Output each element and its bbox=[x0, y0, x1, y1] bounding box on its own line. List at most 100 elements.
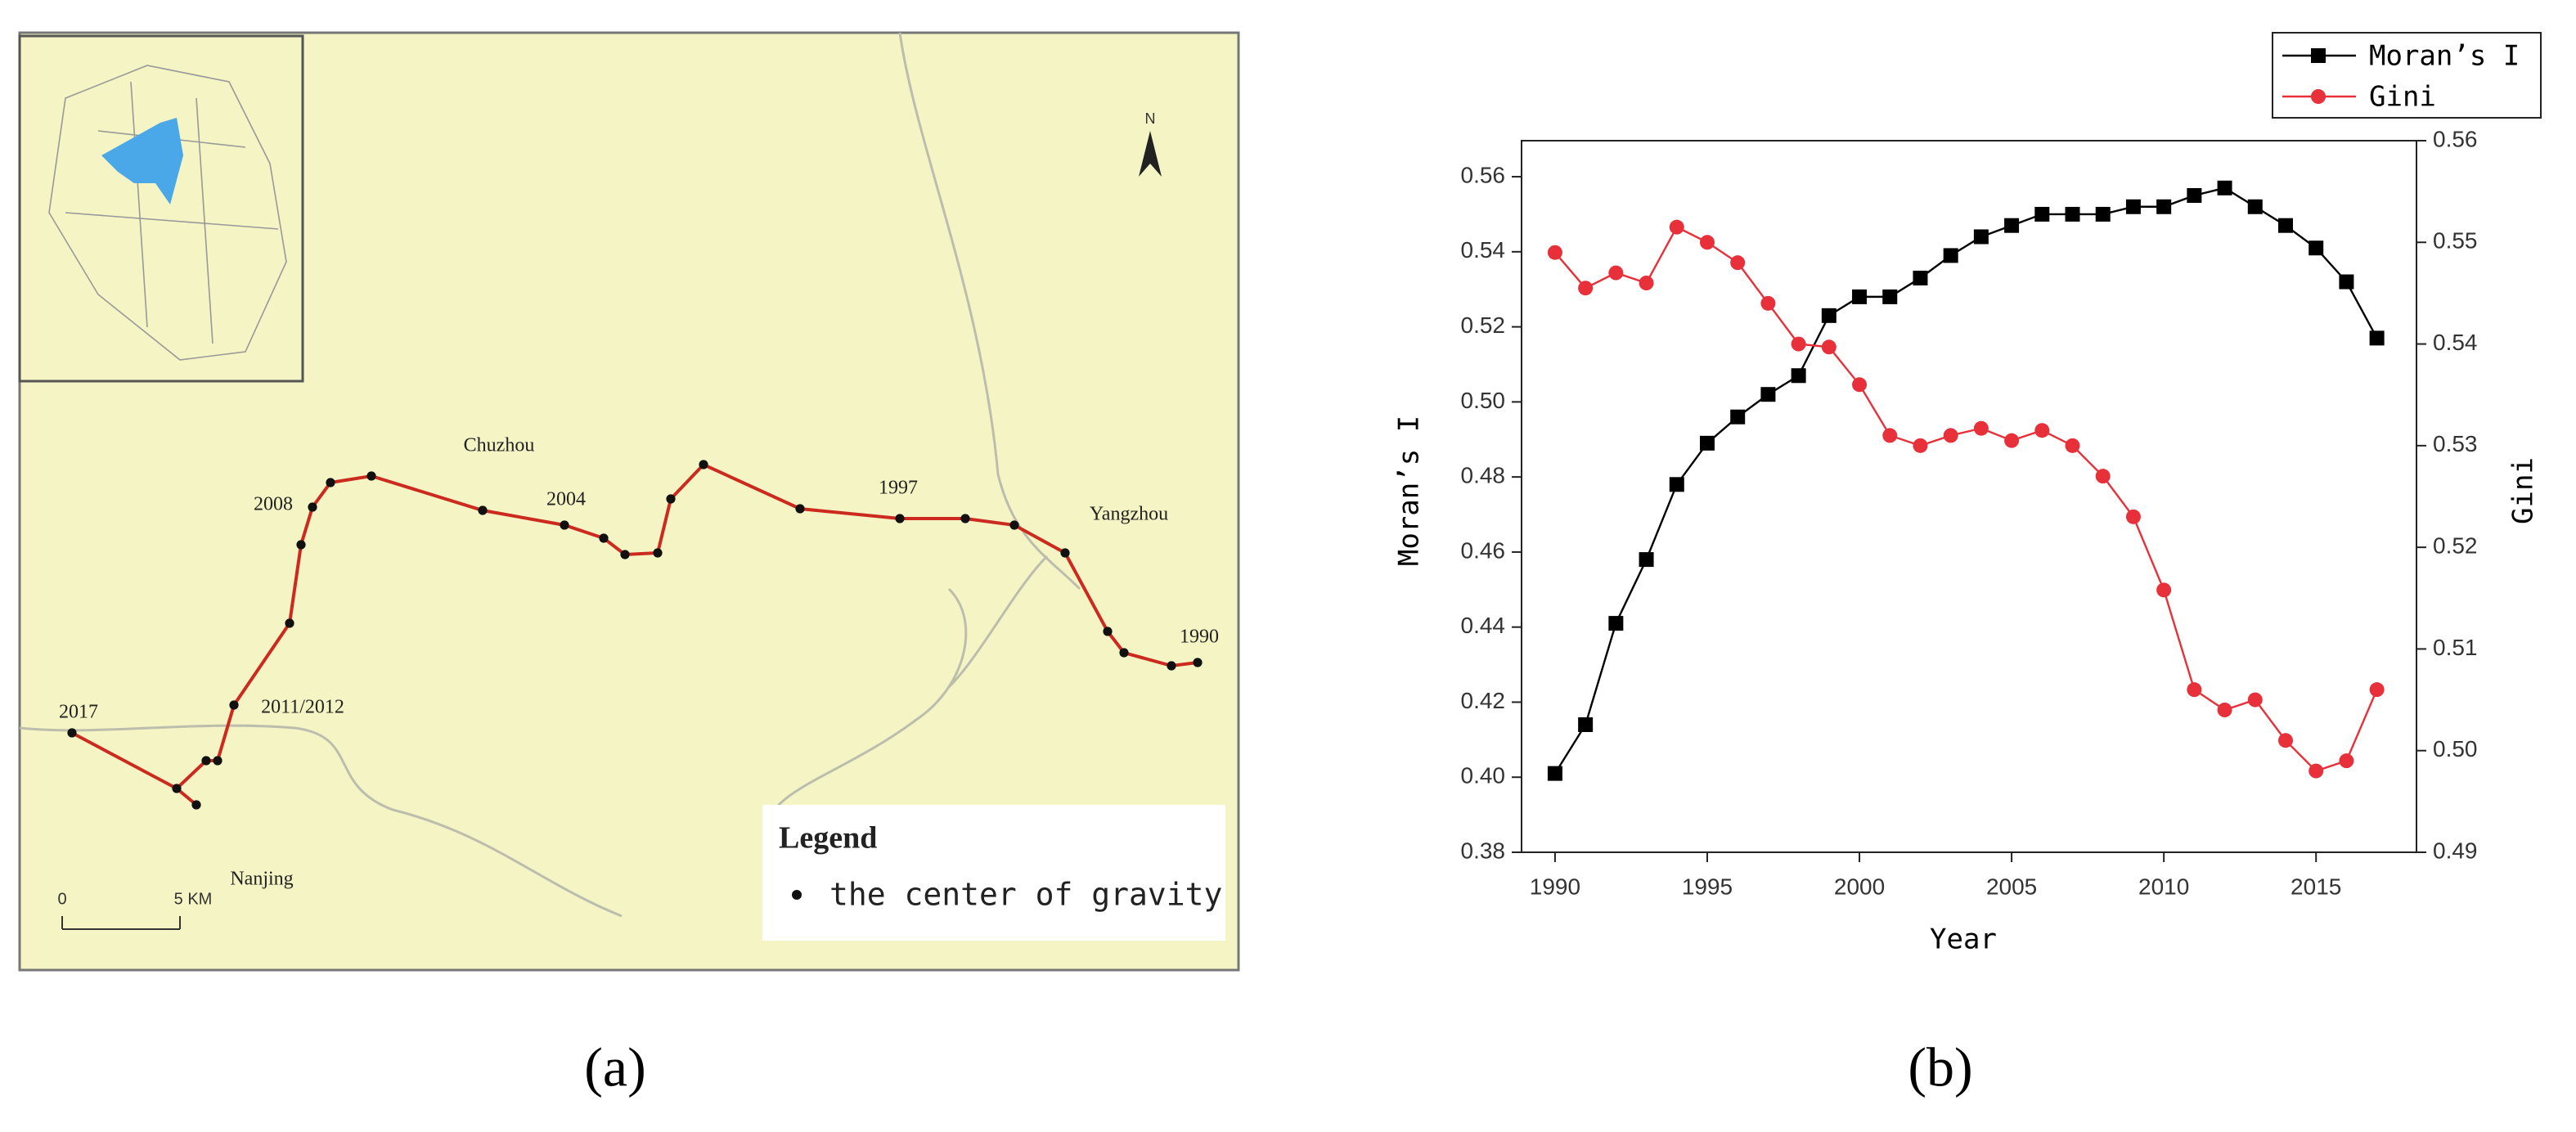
year-label: 2004 bbox=[546, 489, 586, 510]
data-point bbox=[1730, 409, 1746, 424]
legend-marker bbox=[2311, 89, 2326, 104]
y-tick-label: 0.48 bbox=[1461, 463, 1506, 488]
panel-caption: (b) bbox=[1908, 1036, 1972, 1098]
x-tick-label: 1995 bbox=[1682, 874, 1733, 899]
y2-tick-label: 0.54 bbox=[2433, 330, 2478, 355]
x-axis-label: Year bbox=[1930, 923, 1997, 956]
data-point bbox=[2369, 682, 2385, 698]
plot-frame bbox=[1521, 140, 2417, 853]
y2-tick-label: 0.55 bbox=[2433, 228, 2478, 254]
data-point bbox=[2247, 692, 2263, 708]
data-point bbox=[1821, 339, 1836, 355]
data-point bbox=[2004, 433, 2020, 448]
river bbox=[19, 555, 1049, 918]
x-tick-label: 2000 bbox=[1834, 874, 1885, 899]
series-line bbox=[1554, 226, 2378, 772]
x-tick-label: 1990 bbox=[1530, 874, 1580, 899]
data-point bbox=[2187, 187, 2202, 203]
place-label: Yangzhou bbox=[1090, 504, 1168, 525]
y-tick-label: 0.56 bbox=[1461, 162, 1506, 187]
data-point bbox=[2339, 753, 2354, 769]
y2-tick-label: 0.52 bbox=[2433, 533, 2478, 559]
data-point bbox=[1669, 219, 1684, 235]
scale-label: 5 KM bbox=[174, 890, 213, 908]
data-point bbox=[1578, 716, 1594, 732]
data-point bbox=[1943, 248, 1958, 263]
data-point bbox=[1852, 289, 1868, 304]
y-tick-label: 0.40 bbox=[1461, 763, 1506, 788]
y2-tick-label: 0.49 bbox=[2433, 838, 2478, 863]
y-tick-label: 0.38 bbox=[1461, 838, 1506, 863]
y-axis-label: Moran’s I bbox=[1393, 416, 1426, 566]
data-point bbox=[1821, 308, 1836, 323]
north-arrow bbox=[1139, 131, 1162, 177]
data-point bbox=[1913, 270, 1928, 285]
data-point bbox=[2125, 199, 2141, 214]
data-point bbox=[1913, 438, 1928, 453]
y2-tick-label: 0.56 bbox=[2433, 126, 2478, 151]
data-point bbox=[1973, 420, 1989, 436]
year-label: 1997 bbox=[879, 478, 918, 499]
y2-axis-label: Gini bbox=[2507, 457, 2540, 524]
data-point bbox=[2065, 206, 2080, 222]
data-point bbox=[1669, 477, 1684, 492]
data-point bbox=[1973, 229, 1989, 245]
data-point bbox=[2004, 218, 2020, 233]
map-legend bbox=[762, 805, 1225, 941]
legend-item: the center of gravity bbox=[829, 877, 1222, 913]
place-label: Chuzhou bbox=[464, 435, 535, 456]
data-point bbox=[2277, 733, 2293, 748]
legend-marker bbox=[2311, 48, 2326, 63]
data-point bbox=[1791, 368, 1806, 384]
data-point bbox=[2309, 240, 2324, 256]
data-point bbox=[2277, 218, 2293, 233]
data-point bbox=[1760, 387, 1776, 402]
y-tick-label: 0.50 bbox=[1461, 388, 1506, 413]
study-area bbox=[101, 118, 183, 204]
data-point bbox=[2369, 330, 2385, 346]
year-label: 2011/2012 bbox=[261, 697, 344, 718]
data-point bbox=[1943, 428, 1958, 443]
data-point bbox=[2095, 469, 2111, 484]
data-point bbox=[1699, 435, 1715, 451]
data-point bbox=[1608, 616, 1624, 631]
data-point bbox=[1882, 428, 1898, 443]
data-point bbox=[2217, 703, 2232, 717]
data-point bbox=[1791, 336, 1806, 352]
north-label: N bbox=[1145, 110, 1156, 127]
series-line bbox=[1553, 186, 2378, 775]
legend-title: Legend bbox=[779, 821, 877, 856]
y2-tick-label: 0.50 bbox=[2433, 736, 2478, 761]
data-point bbox=[2187, 682, 2202, 698]
data-point bbox=[1730, 255, 1746, 271]
data-point bbox=[1639, 276, 1654, 290]
data-point bbox=[1699, 235, 1715, 250]
data-point bbox=[2125, 509, 2141, 524]
data-point bbox=[1608, 265, 1624, 281]
y-tick-label: 0.44 bbox=[1461, 613, 1506, 638]
data-point bbox=[2339, 274, 2354, 290]
legend-label: Moran’s I bbox=[2369, 40, 2520, 73]
data-point bbox=[1852, 377, 1868, 393]
year-label: 1990 bbox=[1180, 627, 1219, 648]
data-point bbox=[1578, 281, 1594, 296]
data-point bbox=[2156, 582, 2172, 598]
year-label: 2017 bbox=[59, 702, 98, 723]
data-point bbox=[2309, 763, 2324, 779]
gravity-points bbox=[67, 460, 1203, 810]
x-tick-label: 2015 bbox=[2291, 874, 2341, 899]
y2-tick-label: 0.53 bbox=[2433, 431, 2478, 456]
data-point bbox=[1882, 289, 1898, 304]
data-point bbox=[2247, 199, 2263, 214]
legend-marker bbox=[792, 890, 802, 900]
data-point bbox=[2034, 423, 2050, 438]
y-tick-label: 0.54 bbox=[1461, 237, 1506, 263]
y-tick-label: 0.46 bbox=[1461, 537, 1506, 563]
gravity-path bbox=[71, 462, 1198, 806]
data-point bbox=[2156, 199, 2172, 214]
line-chart: Year Moran’s I Gini (b) 1990 1995 2000 2005… bbox=[1393, 32, 2542, 1098]
data-point bbox=[2065, 438, 2080, 453]
data-point bbox=[2217, 180, 2232, 195]
x-tick-label: 2010 bbox=[2138, 874, 2189, 899]
data-point bbox=[1547, 766, 1562, 781]
